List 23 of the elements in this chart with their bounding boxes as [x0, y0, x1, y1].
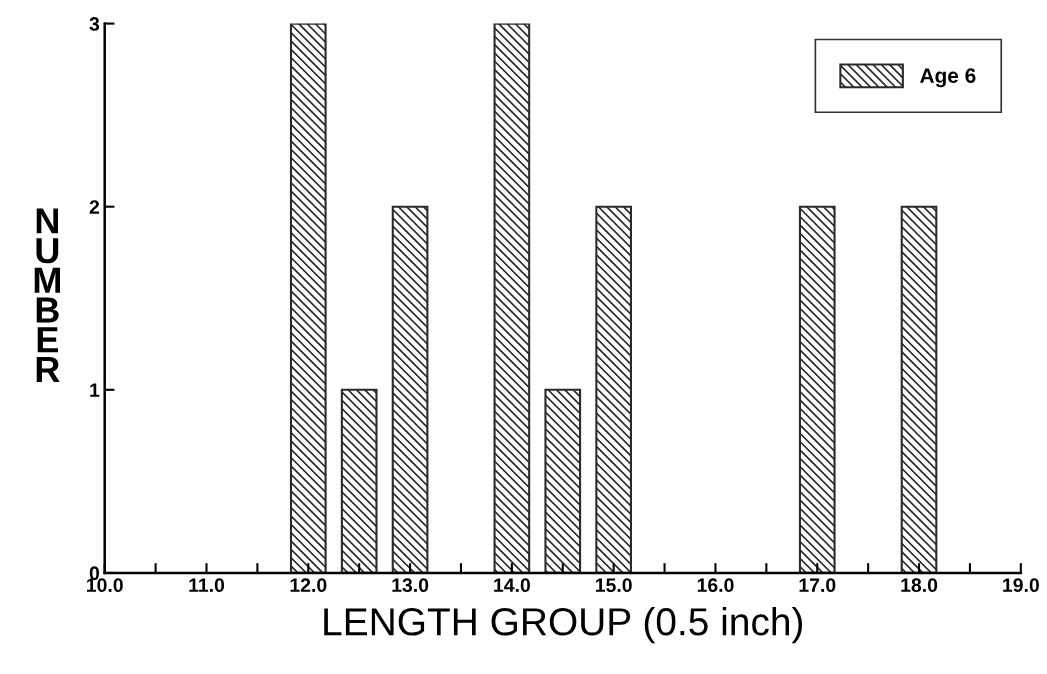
bar	[595, 205, 632, 573]
bar	[340, 388, 378, 573]
x-tick-label: 16.0	[697, 578, 734, 593]
x-tick-label: 12.0	[290, 578, 327, 593]
legend-label: Age 6	[920, 68, 976, 88]
y-tick-label: 1	[90, 383, 100, 397]
bar	[493, 23, 531, 573]
bar	[544, 388, 582, 573]
x-tick-label: 17.0	[799, 578, 836, 593]
x-tick-label: 13.0	[392, 578, 429, 593]
y-axis-title: NUMBER	[34, 208, 60, 382]
bar	[798, 205, 836, 573]
y-tick-label: 3	[89, 17, 100, 31]
bar	[900, 205, 938, 573]
y-tick-label: 2	[89, 200, 100, 214]
x-axis-title: LENGTH GROUP (0.5 inch)	[324, 607, 803, 644]
x-tick-label: 15.0	[595, 578, 632, 593]
bar	[391, 205, 429, 573]
bar	[289, 23, 327, 573]
x-tick-label: 14.0	[494, 578, 530, 593]
x-tick-label: 11.0	[189, 578, 225, 593]
x-tick-label: 18.0	[901, 578, 938, 593]
x-tick-label: 19.0	[1003, 578, 1039, 593]
